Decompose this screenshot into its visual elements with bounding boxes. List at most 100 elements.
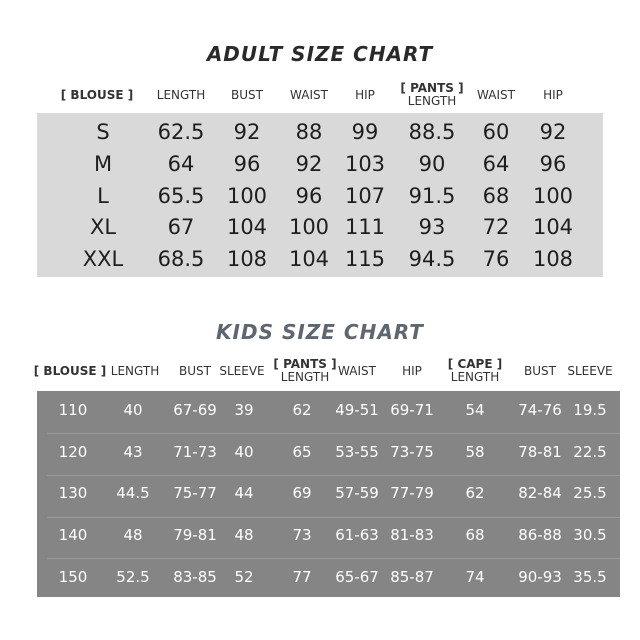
column-label: LENGTH	[110, 364, 160, 378]
measurement-cell: 75-77	[173, 484, 217, 502]
adult-column-header: HIP	[355, 89, 375, 102]
measurement-cell: 77-79	[390, 484, 434, 502]
measurement-cell: 91.5	[408, 184, 456, 208]
size-cell: 130	[58, 484, 88, 502]
measurement-cell: 68.5	[157, 247, 205, 271]
adult-column-header: WAIST	[290, 89, 328, 102]
size-cell: 140	[58, 526, 88, 544]
measurement-cell: 82-84	[518, 484, 562, 502]
measurement-cell: 111	[344, 215, 386, 239]
measurement-cell: 104	[226, 215, 268, 239]
column-label: LENGTH	[280, 370, 330, 384]
measurement-cell: 43	[123, 443, 143, 461]
column-label: LENGTH	[156, 88, 206, 102]
adult-column-header: WAIST	[477, 89, 515, 102]
size-cell: L	[97, 184, 109, 208]
measurement-cell: 92	[295, 152, 323, 176]
row-divider	[47, 475, 620, 476]
measurement-cell: 57-59	[335, 484, 379, 502]
column-group-label: [ BLOUSE ]	[60, 88, 134, 102]
measurement-cell: 39	[234, 401, 254, 419]
kids-column-header: WAIST	[338, 365, 376, 378]
measurement-cell: 62	[465, 484, 485, 502]
measurement-cell: 64	[167, 152, 195, 176]
adult-column-header: [ BLOUSE ]	[61, 89, 133, 102]
size-cell: XL	[89, 215, 117, 239]
measurement-cell: 115	[344, 247, 386, 271]
measurement-cell: 44.5	[116, 484, 150, 502]
measurement-cell: 69	[292, 484, 312, 502]
adult-column-header: LENGTH	[157, 89, 205, 102]
measurement-cell: 92	[233, 120, 261, 144]
measurement-cell: 104	[288, 247, 330, 271]
measurement-cell: 85-87	[390, 568, 434, 586]
measurement-cell: 71-73	[173, 443, 217, 461]
measurement-cell: 100	[288, 215, 330, 239]
measurement-cell: 88	[295, 120, 323, 144]
size-cell: M	[93, 152, 113, 176]
measurement-cell: 73-75	[390, 443, 434, 461]
size-cell: 120	[58, 443, 88, 461]
measurement-cell: 96	[539, 152, 567, 176]
measurement-cell: 78-81	[518, 443, 562, 461]
size-cell: 150	[58, 568, 88, 586]
column-label: HIP	[543, 88, 563, 102]
measurement-cell: 93	[418, 215, 446, 239]
column-label: SLEEVE	[567, 364, 613, 378]
measurement-cell: 72	[482, 215, 510, 239]
measurement-cell: 79-81	[173, 526, 217, 544]
measurement-cell: 100	[532, 184, 574, 208]
measurement-cell: 64	[482, 152, 510, 176]
kids-column-header: BUST	[179, 365, 211, 378]
column-label: HIP	[402, 364, 422, 378]
adult-size-chart-title: ADULT SIZE CHART	[206, 42, 434, 66]
column-label: LENGTH	[407, 94, 457, 108]
measurement-cell: 40	[234, 443, 254, 461]
column-label: BUST	[179, 364, 211, 378]
measurement-cell: 68	[465, 526, 485, 544]
measurement-cell: 68	[482, 184, 510, 208]
column-group-label: [ BLOUSE ]	[33, 364, 107, 378]
measurement-cell: 61-63	[335, 526, 379, 544]
column-group-label: [ CAPE ]	[447, 357, 503, 371]
measurement-cell: 86-88	[518, 526, 562, 544]
measurement-cell: 104	[532, 215, 574, 239]
measurement-cell: 22.5	[573, 443, 607, 461]
size-cell: S	[96, 120, 110, 144]
measurement-cell: 44	[234, 484, 254, 502]
kids-column-header: SLEEVE	[567, 365, 612, 378]
measurement-cell: 67	[167, 215, 195, 239]
measurement-cell: 62.5	[157, 120, 205, 144]
measurement-cell: 53-55	[335, 443, 379, 461]
measurement-cell: 108	[226, 247, 268, 271]
kids-column-header: [ PANTS ] LENGTH	[273, 358, 336, 384]
measurement-cell: 48	[123, 526, 143, 544]
kids-column-header: LENGTH	[111, 365, 159, 378]
row-divider	[47, 433, 620, 434]
column-label: HIP	[355, 88, 375, 102]
measurement-cell: 88.5	[408, 120, 456, 144]
measurement-cell: 73	[292, 526, 312, 544]
adult-column-header: HIP	[543, 89, 563, 102]
measurement-cell: 52	[234, 568, 254, 586]
measurement-cell: 19.5	[573, 401, 607, 419]
adult-column-header: [ PANTS ] LENGTH	[400, 82, 463, 108]
size-cell: 110	[58, 401, 88, 419]
measurement-cell: 108	[532, 247, 574, 271]
column-label: SLEEVE	[219, 364, 265, 378]
measurement-cell: 77	[292, 568, 312, 586]
measurement-cell: 69-71	[390, 401, 434, 419]
kids-column-header: [ CAPE ] LENGTH	[448, 358, 502, 384]
measurement-cell: 60	[482, 120, 510, 144]
kids-size-chart-title: KIDS SIZE CHART	[216, 320, 424, 344]
column-label: BUST	[231, 88, 263, 102]
measurement-cell: 81-83	[390, 526, 434, 544]
measurement-cell: 74	[465, 568, 485, 586]
measurement-cell: 65-67	[335, 568, 379, 586]
measurement-cell: 96	[233, 152, 261, 176]
column-label: LENGTH	[450, 370, 500, 384]
measurement-cell: 103	[344, 152, 386, 176]
kids-column-header: HIP	[402, 365, 422, 378]
measurement-cell: 30.5	[573, 526, 607, 544]
